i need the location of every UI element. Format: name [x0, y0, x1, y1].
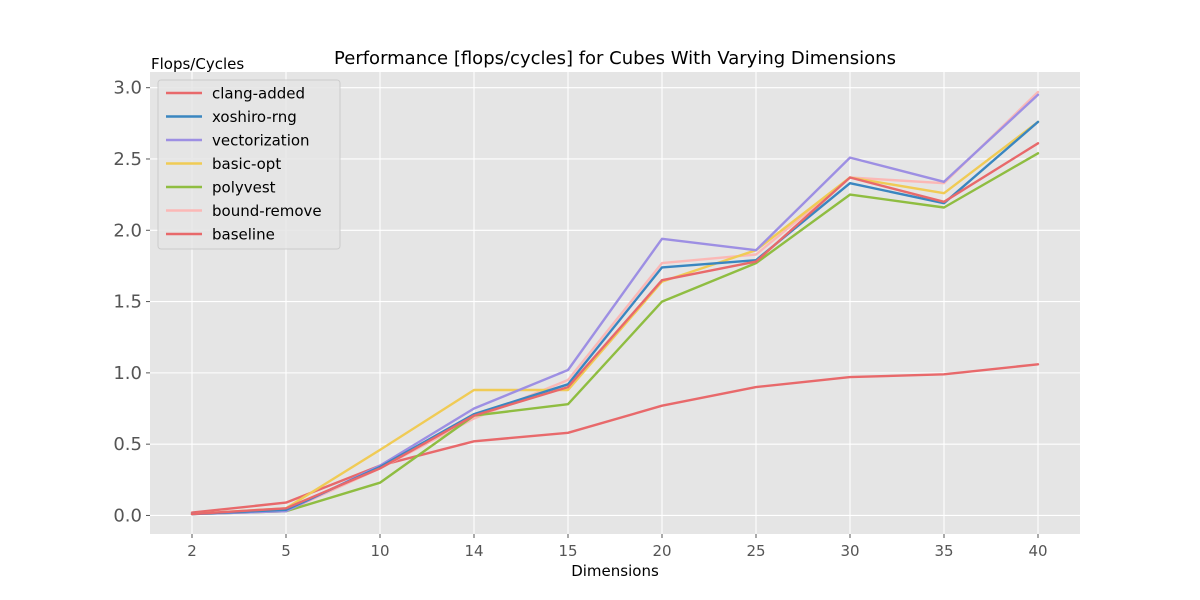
- x-tick-label: 10: [370, 542, 389, 560]
- series-line-basic-opt: [190, 120, 1040, 516]
- x-tick-label: 25: [746, 542, 765, 560]
- grid-lines: [150, 72, 1080, 534]
- series-lines: [190, 90, 1040, 516]
- legend-label-bound-remove: bound-remove: [212, 202, 322, 220]
- chart-title: Performance [flops/cycles] for Cubes Wit…: [334, 48, 896, 69]
- legend-label-baseline: baseline: [212, 226, 275, 244]
- x-axis-label: Dimensions: [571, 562, 659, 580]
- x-tick-label: 30: [840, 542, 859, 560]
- y-axis-label: Flops/Cycles: [151, 55, 244, 73]
- x-tick-label: 2: [187, 542, 197, 560]
- series-line-clang-added: [190, 142, 1040, 516]
- y-tick-label: 0.5: [113, 434, 142, 455]
- legend-label-xoshiro-rng: xoshiro-rng: [212, 108, 297, 126]
- legend: clang-added xoshiro-rng vectorization basic…: [157, 79, 341, 250]
- y-tick-label: 2.5: [113, 149, 142, 170]
- y-tick-labels: 0.0 0.5 1.0 1.5 2.0 2.5 3.0: [113, 78, 150, 526]
- y-tick-label: 3.0: [113, 78, 142, 99]
- x-tick-label: 20: [652, 542, 671, 560]
- y-tick-label: 2.0: [113, 220, 142, 241]
- legend-label-basic-opt: basic-opt: [212, 155, 281, 173]
- y-tick-label: 1.5: [113, 292, 142, 313]
- legend-label-clang-added: clang-added: [212, 85, 305, 103]
- x-tick-labels: 2 5 10 14 15 20 25 30 35 40: [187, 534, 1048, 560]
- series-line-baseline: [190, 363, 1040, 514]
- x-tick-label: 40: [1028, 542, 1047, 560]
- y-tick-label: 1.0: [113, 363, 142, 384]
- x-tick-label: 14: [464, 542, 483, 560]
- legend-label-vectorization: vectorization: [212, 132, 310, 150]
- y-tick-label: 0.0: [113, 505, 142, 526]
- x-tick-label: 35: [934, 542, 953, 560]
- series-line-bound-remove: [190, 90, 1040, 516]
- x-tick-label: 5: [281, 542, 291, 560]
- legend-label-polyvest: polyvest: [212, 179, 276, 197]
- legend-box: [157, 79, 341, 250]
- x-tick-label: 15: [558, 542, 577, 560]
- series-line-polyvest: [190, 152, 1040, 516]
